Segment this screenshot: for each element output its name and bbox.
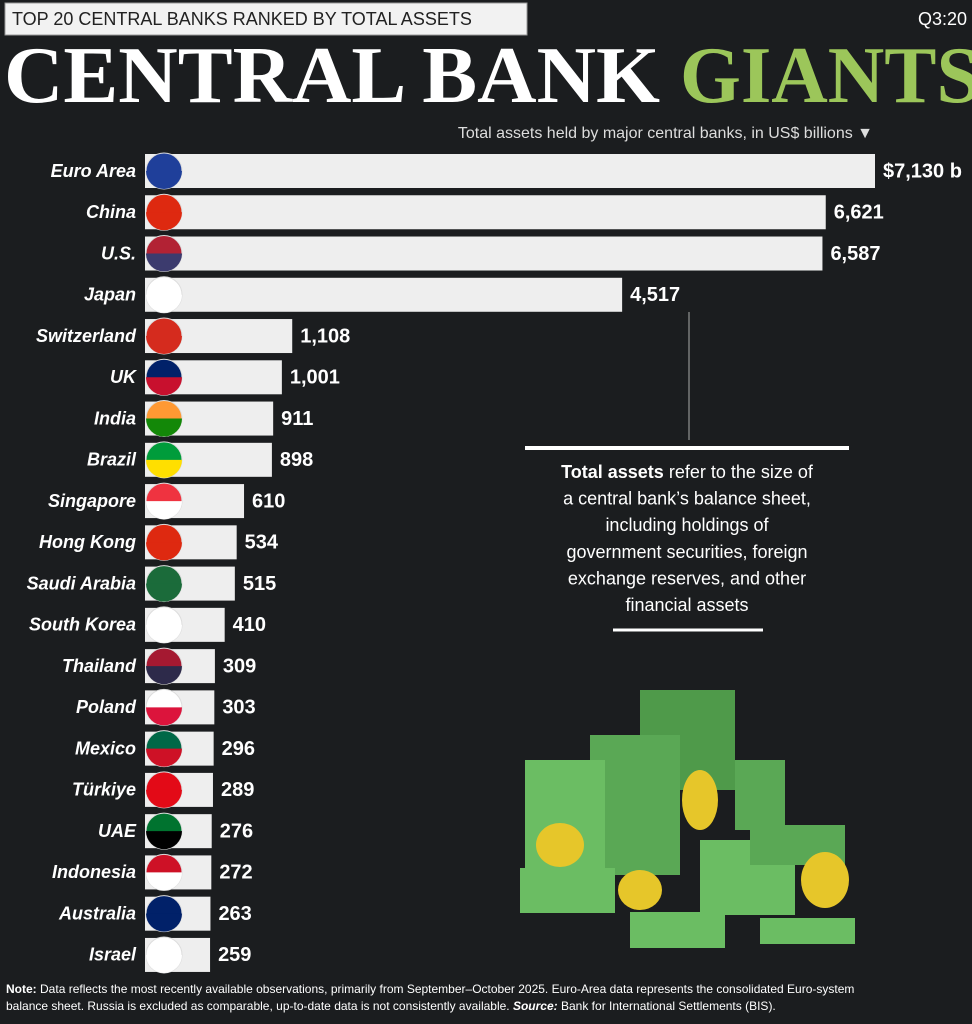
title-part2: GIANTS: [680, 32, 972, 120]
category-label: Euro Area: [51, 161, 136, 181]
bar: [145, 277, 623, 312]
note-text: Data reflects the most recently availabl…: [40, 982, 854, 996]
annotation-text: a central bank’s balance sheet,: [563, 488, 811, 508]
category-label: UK: [110, 367, 138, 387]
flag: [146, 913, 182, 932]
flag: [146, 212, 182, 231]
annotation-text: government securities, foreign: [566, 542, 807, 562]
category-label: Thailand: [62, 656, 137, 676]
value-label: 6,621: [834, 202, 884, 224]
flag: [146, 954, 182, 973]
category-label: Poland: [76, 697, 137, 717]
flag: [146, 459, 182, 478]
flag: [146, 542, 182, 561]
value-label: $7,130 b: [883, 160, 962, 182]
flag: [146, 418, 182, 437]
bar: [145, 236, 823, 271]
annotation-lead: Total assets: [561, 462, 664, 482]
header-tag: TOP 20 CENTRAL BANKS RANKED BY TOTAL ASS…: [12, 9, 472, 29]
category-label: Switzerland: [36, 326, 137, 346]
value-label: 515: [243, 573, 276, 595]
annotation-text: refer to the size of: [669, 462, 814, 482]
flag: [146, 666, 182, 685]
bar: [145, 154, 875, 188]
tag-box: [4, 2, 528, 36]
category-label: South Korea: [29, 615, 136, 635]
annotation-line: a central bank’s balance sheet,: [563, 488, 811, 508]
category-label: Hong Kong: [39, 532, 136, 552]
value-label: 1,108: [300, 325, 350, 347]
flag: [146, 624, 182, 643]
value-label: 276: [220, 820, 253, 842]
money-illustration: [520, 690, 855, 948]
category-label: Australia: [58, 903, 136, 923]
value-label: 309: [223, 655, 256, 677]
category-label: Brazil: [87, 450, 137, 470]
flag: [146, 294, 182, 313]
category-label: India: [94, 408, 136, 428]
category-label: U.S.: [101, 243, 136, 263]
category-label: Israel: [89, 945, 137, 965]
annotation-line: exchange reserves, and other: [568, 568, 806, 588]
flag: [146, 872, 182, 891]
annotation-text: financial assets: [625, 595, 748, 615]
annotation-text: including holdings of: [605, 515, 769, 535]
note-line2: balance sheet. Russia is excluded as com…: [6, 999, 776, 1013]
value-label: 610: [252, 490, 285, 512]
annotation-line: financial assets: [625, 595, 748, 615]
source: Bank for International Settlements (BIS)…: [561, 999, 776, 1013]
flag: [146, 748, 182, 767]
value-label: 259: [218, 944, 251, 966]
title-part1: CENTRAL BANK: [4, 32, 660, 120]
flag: [146, 253, 182, 272]
note-text: balance sheet. Russia is excluded as com…: [6, 999, 510, 1013]
flag: [146, 583, 182, 602]
category-label: China: [86, 202, 136, 222]
note-line1: Note: Data reflects the most recently av…: [6, 982, 854, 996]
value-label: 911: [281, 408, 313, 430]
value-label: 6,587: [830, 243, 880, 265]
flag: [146, 336, 182, 355]
flag: [146, 377, 182, 396]
category-label: Japan: [84, 285, 136, 305]
flag: [146, 831, 182, 850]
value-label: 410: [233, 614, 266, 636]
value-label: 296: [222, 738, 255, 760]
value-label: 303: [222, 697, 255, 719]
annotation-line: government securities, foreign: [566, 542, 807, 562]
category-label: Mexico: [75, 738, 136, 758]
category-label: Indonesia: [52, 862, 136, 882]
category-label: Türkiye: [72, 780, 136, 800]
flag: [146, 171, 182, 189]
value-label: 534: [245, 532, 279, 554]
value-label: 289: [221, 779, 254, 801]
bar: [145, 195, 826, 230]
annotation-line: including holdings of: [605, 515, 769, 535]
value-label: 263: [218, 903, 251, 925]
category-label: Singapore: [48, 491, 136, 511]
category-label: Saudi Arabia: [27, 573, 136, 593]
flag: [146, 789, 182, 808]
value-label: 272: [219, 862, 252, 884]
annotation-line: Total assets refer to the size of: [561, 462, 814, 482]
note-label: Note:: [6, 982, 37, 996]
category-label: UAE: [98, 821, 137, 841]
source-label: Source:: [513, 999, 558, 1013]
value-label: 1,001: [290, 367, 340, 389]
period: Q3:20: [918, 9, 967, 29]
flag: [146, 501, 182, 520]
flag: [146, 707, 182, 726]
annotation-text: exchange reserves, and other: [568, 568, 806, 588]
annotation: Total assets refer to the size of a centr…: [561, 462, 814, 615]
value-label: 4,517: [630, 284, 680, 306]
value-label: 898: [280, 449, 313, 471]
subtitle: Total assets held by major central banks…: [458, 125, 873, 142]
